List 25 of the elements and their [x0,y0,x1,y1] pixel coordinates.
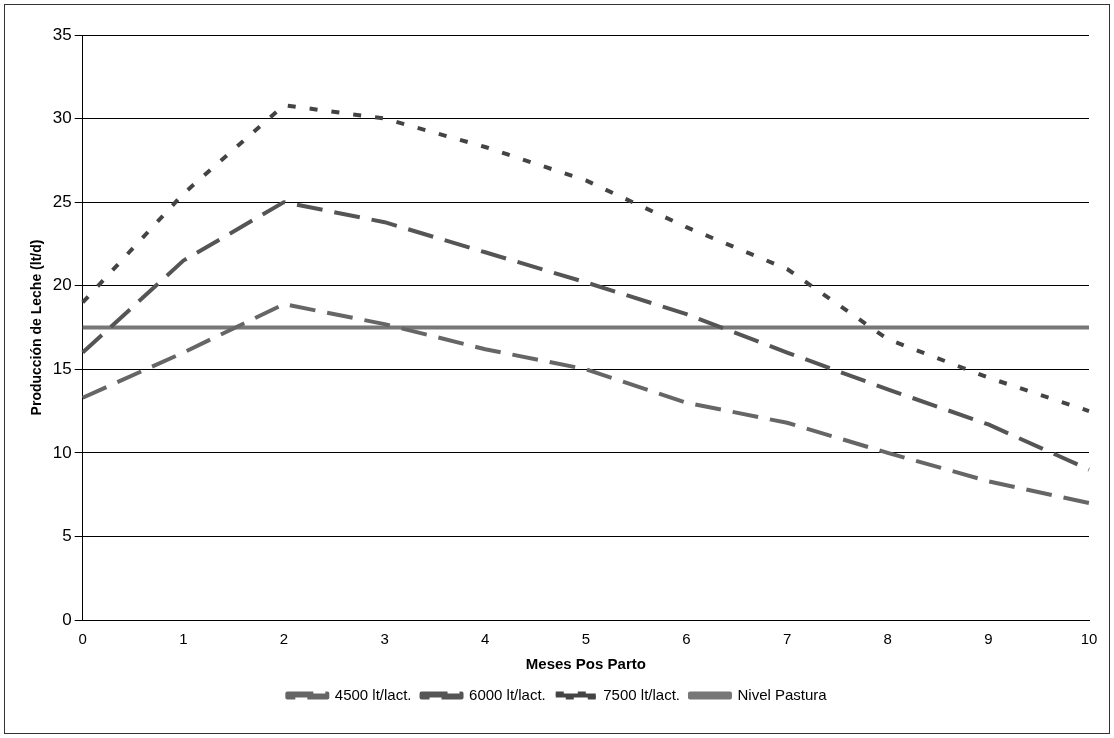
x-tick-label: 0 [78,630,87,648]
x-tick-label: 5 [581,630,591,648]
x-tick-label: 2 [279,630,289,648]
legend-label: 7500 lt/lact. [603,685,680,703]
y-tick-label: 5 [62,526,72,546]
y-tick-label: 25 [52,191,72,211]
y-tick-label: 10 [52,442,72,462]
x-axis-title: Meses Pos Parto [525,655,646,673]
x-tick-label: 7 [782,630,792,648]
x-tick-label: 9 [984,630,993,648]
y-tick-label: 20 [52,275,72,295]
x-tick-label: 6 [682,630,691,648]
y-tick-label: 35 [52,24,72,44]
legend-label: Nivel Pastura [737,685,828,703]
x-tick-label: 3 [380,630,389,648]
y-axis-title: Producción de Leche (lt/d) [28,239,45,416]
x-tick-label: 8 [883,630,892,648]
y-tick-label: 0 [62,609,72,629]
legend-label: 6000 lt/lact. [469,685,546,703]
y-tick-label: 30 [52,108,72,128]
legend-label: 4500 lt/lact. [334,685,412,703]
y-tick-label: 15 [52,358,72,378]
x-tick-label: 1 [179,630,188,648]
x-tick-label: 10 [1080,630,1098,648]
x-tick-label: 4 [481,630,490,648]
